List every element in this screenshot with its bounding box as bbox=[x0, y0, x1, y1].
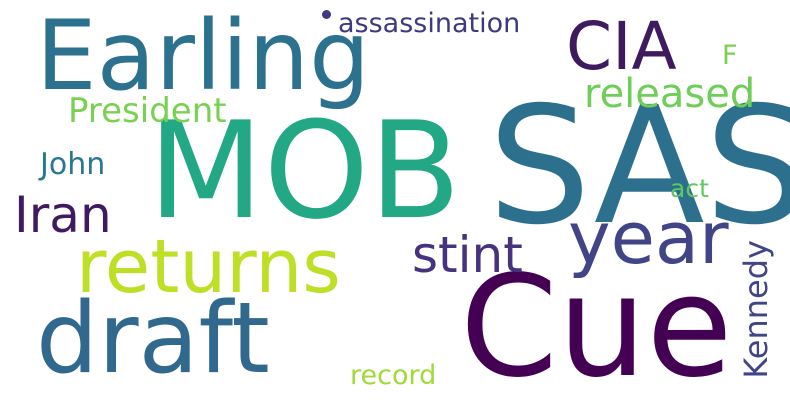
word-mob: MOB bbox=[148, 93, 462, 249]
word-cue: Cue bbox=[460, 246, 733, 405]
word-draft: draft bbox=[36, 282, 270, 396]
word-stint: stint bbox=[412, 226, 523, 284]
word-earling: Earling bbox=[36, 0, 371, 112]
word-released: released bbox=[584, 71, 756, 117]
word-president: President bbox=[68, 91, 227, 131]
word-kennedy: Kennedy bbox=[737, 240, 775, 379]
word-assassination: assassination bbox=[338, 8, 521, 39]
word-record: record bbox=[350, 360, 437, 391]
word-act: act bbox=[670, 174, 709, 203]
word-iran: Iran bbox=[14, 186, 112, 244]
word-cia: CIA bbox=[566, 8, 677, 85]
word-john: John bbox=[40, 147, 106, 182]
word-returns: returns bbox=[76, 224, 341, 310]
word-year: year bbox=[568, 196, 729, 280]
word-f: F bbox=[722, 40, 738, 71]
dot-mark bbox=[322, 10, 331, 19]
word-sas: SAS bbox=[488, 73, 790, 261]
